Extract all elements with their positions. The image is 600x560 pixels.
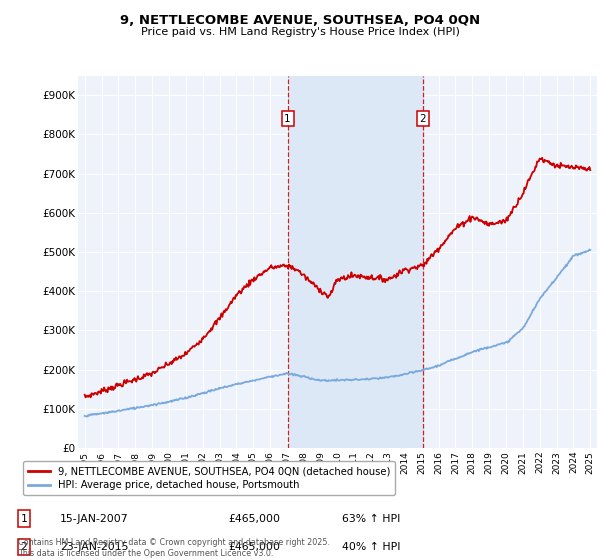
Legend: 9, NETTLECOMBE AVENUE, SOUTHSEA, PO4 0QN (detached house), HPI: Average price, d: 9, NETTLECOMBE AVENUE, SOUTHSEA, PO4 0QN… bbox=[23, 461, 395, 496]
Text: 1: 1 bbox=[20, 514, 28, 524]
Text: Price paid vs. HM Land Registry's House Price Index (HPI): Price paid vs. HM Land Registry's House … bbox=[140, 27, 460, 37]
Text: £465,000: £465,000 bbox=[228, 542, 280, 552]
Bar bbox=[287, 76, 423, 448]
Text: 40% ↑ HPI: 40% ↑ HPI bbox=[342, 542, 401, 552]
Text: 2: 2 bbox=[419, 114, 426, 124]
Text: 1: 1 bbox=[284, 114, 291, 124]
Text: 9, NETTLECOMBE AVENUE, SOUTHSEA, PO4 0QN: 9, NETTLECOMBE AVENUE, SOUTHSEA, PO4 0QN bbox=[120, 14, 480, 27]
Text: 15-JAN-2007: 15-JAN-2007 bbox=[60, 514, 128, 524]
Text: 2: 2 bbox=[20, 542, 28, 552]
Text: Contains HM Land Registry data © Crown copyright and database right 2025.
This d: Contains HM Land Registry data © Crown c… bbox=[18, 538, 330, 558]
Text: 63% ↑ HPI: 63% ↑ HPI bbox=[342, 514, 400, 524]
Text: £465,000: £465,000 bbox=[228, 514, 280, 524]
Text: 23-JAN-2015: 23-JAN-2015 bbox=[60, 542, 128, 552]
